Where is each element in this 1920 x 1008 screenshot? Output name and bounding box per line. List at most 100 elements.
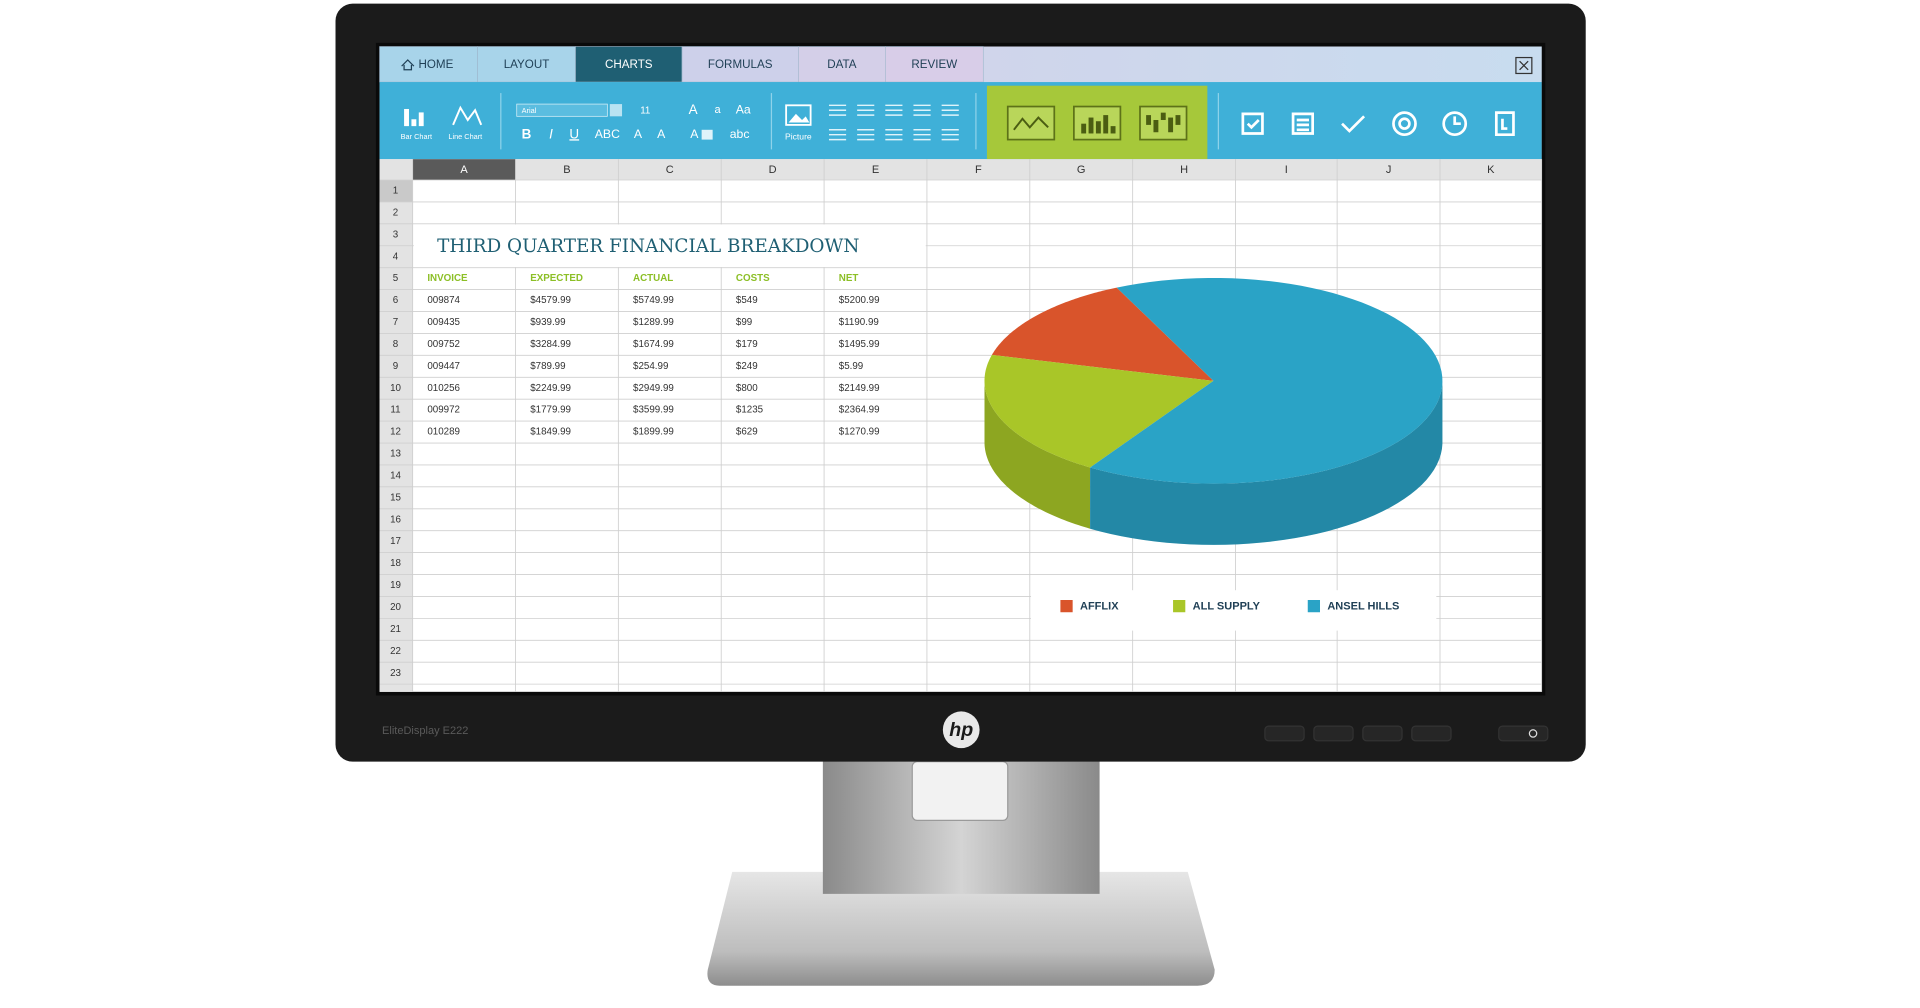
table-header[interactable]: NET [839, 273, 859, 284]
row-header[interactable]: 2 [393, 207, 398, 218]
table-cell[interactable]: $1289.99 [633, 317, 674, 328]
row-header[interactable]: 23 [390, 668, 401, 679]
table-cell[interactable]: $5.99 [839, 361, 863, 372]
pie-slice[interactable] [991, 287, 1214, 381]
table-header[interactable]: ACTUAL [633, 273, 673, 284]
ribbon-label[interactable]: ABC [595, 127, 620, 141]
format-icon[interactable] [828, 129, 847, 141]
chart-type-button[interactable] [1073, 105, 1122, 141]
column-header[interactable]: K [1487, 164, 1495, 176]
row-header[interactable]: 12 [390, 427, 401, 438]
tab[interactable] [575, 46, 683, 83]
table-cell[interactable]: $1235 [736, 405, 764, 416]
tool-icon[interactable] [1392, 111, 1417, 136]
ribbon-label[interactable]: 11 [640, 105, 650, 116]
table-cell[interactable]: $1270.99 [839, 427, 880, 438]
tab[interactable] [885, 46, 984, 83]
tab[interactable] [379, 46, 478, 83]
tab-label[interactable]: REVIEW [911, 58, 957, 71]
table-header[interactable]: EXPECTED [530, 273, 583, 284]
column-header[interactable]: B [563, 164, 570, 176]
close-button[interactable] [1515, 56, 1533, 75]
table-header[interactable]: COSTS [736, 273, 770, 284]
row-header[interactable]: 7 [393, 317, 398, 328]
table-cell[interactable]: $1779.99 [530, 405, 571, 416]
tool-icon[interactable] [1341, 115, 1366, 133]
format-icon[interactable] [941, 129, 959, 141]
row-header[interactable]: 13 [390, 449, 401, 460]
table-cell[interactable]: $1899.99 [633, 427, 674, 438]
tab-label[interactable]: FORMULAS [708, 58, 773, 71]
table-cell[interactable]: $2249.99 [530, 383, 571, 394]
table-cell[interactable]: $3284.99 [530, 339, 571, 350]
ribbon-label[interactable]: Arial [522, 106, 537, 115]
row-header[interactable]: 16 [390, 514, 401, 525]
format-icon[interactable] [885, 129, 903, 141]
table-cell[interactable]: $1495.99 [839, 339, 880, 350]
table-cell[interactable]: $939.99 [530, 317, 565, 328]
format-icon[interactable] [828, 104, 847, 116]
format-icon[interactable] [857, 129, 875, 141]
format-icon[interactable] [885, 104, 903, 116]
table-cell[interactable]: $629 [736, 427, 758, 438]
column-header[interactable]: A [460, 164, 468, 176]
tab-label[interactable]: DATA [827, 58, 857, 71]
column-header[interactable]: C [666, 164, 674, 176]
table-cell[interactable]: $5200.99 [839, 295, 880, 306]
table-cell[interactable]: $2949.99 [633, 383, 674, 394]
table-cell[interactable]: 009972 [427, 405, 460, 416]
picture-icon[interactable] [785, 104, 812, 126]
table-cell[interactable]: $789.99 [530, 361, 565, 372]
table-cell[interactable]: 010289 [427, 427, 460, 438]
format-icon[interactable] [913, 104, 931, 116]
column-header[interactable]: I [1285, 164, 1288, 176]
table-cell[interactable]: $2149.99 [839, 383, 880, 394]
table-cell[interactable]: $249 [736, 361, 758, 372]
table-cell[interactable]: 009752 [427, 339, 460, 350]
table-cell[interactable]: $1190.99 [839, 317, 879, 328]
ribbon-label[interactable]: Line Chart [448, 132, 482, 141]
table-cell[interactable]: $800 [736, 383, 758, 394]
table-cell[interactable]: $549 [736, 295, 758, 306]
column-header[interactable]: E [872, 164, 879, 176]
tab-label[interactable]: CHARTS [605, 58, 653, 71]
tool-icon[interactable] [1291, 112, 1314, 135]
column-header[interactable]: J [1386, 164, 1392, 176]
ribbon-label[interactable]: A [690, 127, 699, 141]
ribbon-label[interactable]: U [569, 126, 579, 141]
ribbon-label[interactable]: abc [730, 127, 750, 141]
row-header[interactable]: 5 [393, 273, 399, 284]
row-header[interactable]: 17 [390, 536, 401, 547]
row-header[interactable]: 14 [390, 470, 401, 481]
table-cell[interactable]: $3599.99 [633, 405, 674, 416]
row-header[interactable]: 20 [390, 602, 401, 613]
tool-icon[interactable] [1442, 111, 1468, 136]
pie-slice[interactable] [1090, 277, 1443, 484]
row-header[interactable]: 21 [390, 624, 401, 635]
row-header[interactable]: 18 [390, 558, 401, 569]
table-cell[interactable]: 010256 [427, 383, 460, 394]
row-header[interactable]: 3 [393, 229, 399, 240]
ribbon-label[interactable]: A [634, 127, 643, 141]
row-header[interactable]: 11 [390, 405, 400, 416]
tab-label[interactable]: HOME [418, 58, 453, 71]
column-header[interactable]: D [769, 164, 777, 176]
table-cell[interactable]: $1849.99 [530, 427, 571, 438]
format-icon[interactable] [857, 104, 875, 116]
row-header[interactable]: 1 [393, 186, 398, 197]
table-cell[interactable]: 009874 [427, 295, 460, 306]
ribbon-label[interactable]: A [689, 102, 698, 117]
row-header[interactable]: 19 [390, 580, 401, 591]
row-header[interactable]: 9 [393, 361, 398, 372]
tab-label[interactable]: LAYOUT [504, 58, 550, 71]
table-cell[interactable]: $179 [736, 339, 758, 350]
column-header[interactable]: H [1180, 164, 1188, 176]
table-cell[interactable]: 009447 [427, 361, 460, 372]
legend-label[interactable]: ANSEL HILLS [1327, 601, 1399, 613]
format-icon[interactable] [941, 104, 959, 116]
table-cell[interactable]: $254.99 [633, 361, 668, 372]
tool-icon[interactable] [1494, 111, 1515, 137]
tab[interactable] [477, 46, 576, 83]
format-icon[interactable] [913, 129, 931, 141]
table-cell[interactable]: $5749.99 [633, 295, 674, 306]
